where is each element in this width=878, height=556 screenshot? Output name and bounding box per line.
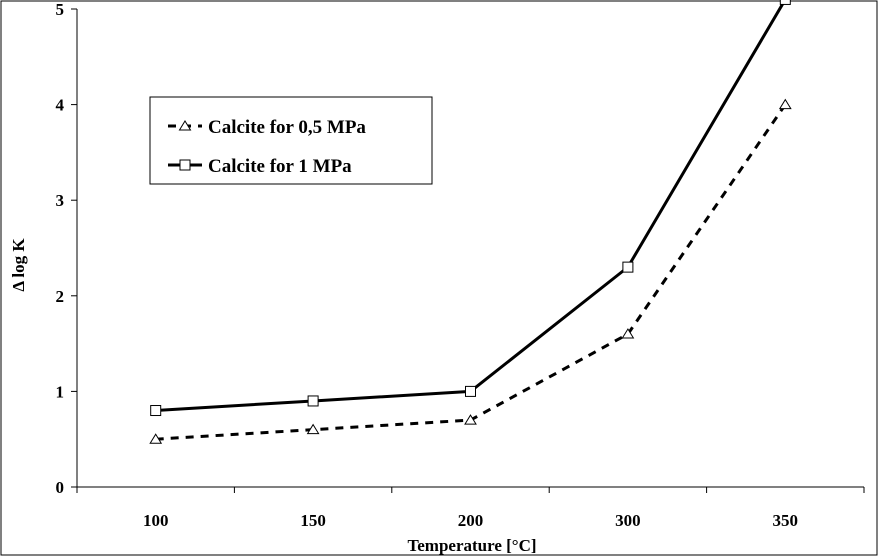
y-tick-label: 3	[56, 191, 65, 210]
legend-box	[149, 96, 433, 185]
y-tick-label: 1	[56, 382, 65, 401]
x-tick-label: 350	[773, 511, 799, 530]
series-2-point-5	[779, 0, 791, 5]
series-1-point-2	[306, 423, 320, 435]
series-2-point-3	[465, 385, 476, 397]
y-axis-title: Δ log K	[9, 238, 28, 292]
series-1-point-4	[621, 328, 635, 339]
series-2-point-2	[307, 395, 319, 407]
y-tick-label: 2	[56, 287, 65, 306]
series-1-point-5	[778, 98, 792, 110]
y-tick-label: 0	[56, 478, 65, 497]
series-1-point-1	[149, 433, 163, 444]
legend-square-marker	[179, 159, 191, 171]
series-2-point-1	[150, 405, 162, 417]
y-tick-label: 5	[56, 0, 65, 19]
x-tick-label: 100	[143, 511, 169, 530]
legend: Calcite for 0,5 MPa Calcite for 1 MPa	[149, 96, 433, 185]
series-1-point-3	[464, 414, 477, 425]
x-tick-label: 150	[300, 511, 326, 530]
legend-label-series-1: Calcite for 0,5 MPa	[208, 117, 366, 138]
x-tick-label: 200	[458, 511, 484, 530]
x-axis-title: Temperature [°C]	[407, 536, 536, 555]
axes: 0 1 2 3 4 5 100 150 200 300 350	[56, 0, 865, 530]
x-tick-label: 300	[615, 511, 641, 530]
series-2-point-4	[622, 261, 634, 273]
legend-triangle-marker	[178, 120, 192, 131]
series-layer	[149, 0, 792, 444]
y-tick-label: 4	[56, 96, 65, 115]
legend-label-series-2: Calcite for 1 MPa	[208, 156, 352, 177]
